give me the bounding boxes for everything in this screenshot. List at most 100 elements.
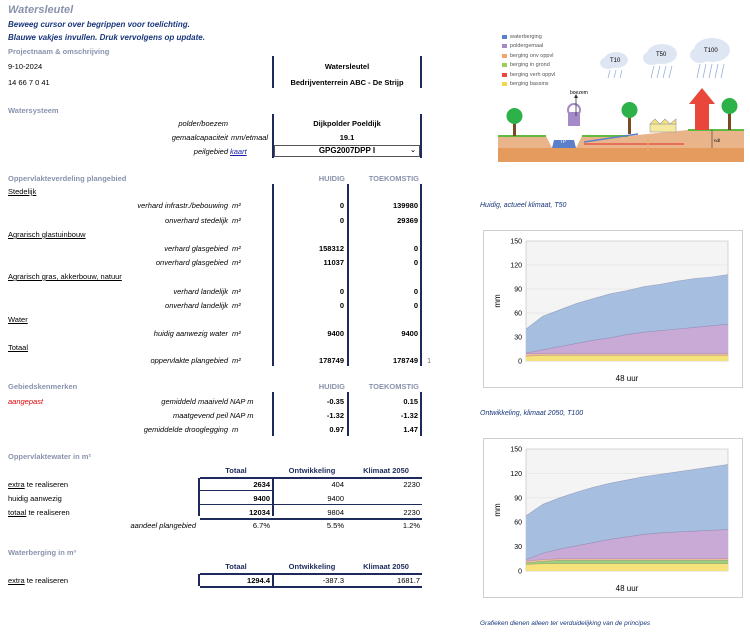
col-ontwikkeling: Ontwikkeling <box>288 466 336 475</box>
polder-input[interactable]: Dijkpolder Poeldijk <box>313 119 381 128</box>
aandeel-klimaat: 1.2% <box>402 521 420 530</box>
frame-left-totaal <box>198 574 200 586</box>
group-landelijk: Agrarisch gras, akkerbouw, natuur <box>8 272 122 281</box>
tree-icon <box>506 108 523 124</box>
section-project: Projectnaam & omschrijving <box>8 47 110 56</box>
toekomstig-input[interactable]: 0 <box>413 258 418 267</box>
project-date: 9-10-2024 <box>8 62 43 71</box>
col-totaal: Totaal <box>225 562 247 571</box>
kaart-link[interactable]: kaart <box>230 147 247 156</box>
huidig-input[interactable]: 158312 <box>318 244 344 253</box>
row-unit: m² <box>232 201 241 210</box>
tree-icon <box>621 102 638 118</box>
cloud-label: T10 <box>610 58 621 64</box>
hint-line-2: Blauwe vakjes invullen. Druk vervolgens … <box>8 33 205 42</box>
x-axis-label: 48 uur <box>616 584 639 593</box>
project-desc-input[interactable]: Bedrijventerrein ABC - De Strijp <box>290 78 404 87</box>
toekomstig-input[interactable]: -1.32 <box>400 411 418 420</box>
legend-item: berging verh oppvl <box>502 70 555 80</box>
gemaal-input[interactable]: 19.1 <box>339 133 355 142</box>
frame-left-totaal <box>198 478 200 516</box>
flow-arrow <box>583 133 639 143</box>
app-title: Watersleutel <box>8 4 74 16</box>
row-label: onverhard glasgebied <box>155 258 228 267</box>
frame-left <box>272 114 274 158</box>
section-oppervlaktewater: Oppervlaktewater in m² <box>8 452 91 461</box>
area-series <box>526 324 728 361</box>
legend-swatch <box>502 63 507 68</box>
chart-ontwikkeling-svg: 0 30 60 90 120 150 mm 48 uur <box>493 447 729 593</box>
chart-huidig: 0 30 60 90 120 150 mm 48 uur <box>483 230 743 388</box>
huidig-input[interactable]: 0 <box>339 287 344 296</box>
totaal-value: 2634 <box>253 480 270 489</box>
col-totaal: Totaal <box>225 466 247 475</box>
section-gebied: Gebiedskenmerken <box>8 382 78 391</box>
toekomstig-input[interactable]: 29369 <box>397 216 418 225</box>
row-label: verhard infrastr./bebouwing <box>137 201 228 210</box>
peil-label: peilgebied <box>193 147 228 156</box>
toekomstig-input[interactable]: 0 <box>413 301 418 310</box>
huidig-input[interactable]: 0 <box>339 216 344 225</box>
header-rule <box>200 477 422 479</box>
project-name-input[interactable]: Watersleutel <box>324 62 370 71</box>
toekomstig-input[interactable]: 0.15 <box>403 397 418 406</box>
legend-label: waterberging <box>510 33 542 40</box>
tree-trunk <box>728 112 731 130</box>
toekomstig-value: 1.47 <box>403 425 418 434</box>
legend-label: berging onv oppvl <box>510 52 554 59</box>
row-rule <box>200 490 272 491</box>
legend-swatch <box>502 34 507 39</box>
peilgebied-select[interactable]: GPG2007DPP I ⌄ <box>274 145 420 157</box>
series-line <box>525 355 728 357</box>
huidig-input[interactable]: -1.32 <box>326 411 344 420</box>
frame-left <box>272 392 274 436</box>
chevron-down-icon[interactable]: ⌄ <box>410 147 416 154</box>
greenhouse-icon <box>649 123 677 133</box>
toekomstig-input[interactable]: 0 <box>413 244 418 253</box>
illustration-svg: boezem TP ndl T10 T50 <box>498 38 744 162</box>
chart-ontwikkeling: 0 30 60 90 120 150 mm 48 uur <box>483 438 743 598</box>
row-label: verhard landelijk <box>173 287 228 296</box>
ontwikkeling-value: 9804 <box>327 508 344 517</box>
huidig-input[interactable]: -0.35 <box>326 397 344 406</box>
legend-item: berging bassins <box>502 80 555 90</box>
hint-line-1: Beweeg cursor over begrippen voor toelic… <box>8 20 190 29</box>
aandeel-ontwikkeling: 5.5% <box>326 521 344 530</box>
project-code: 14 66 7 0 41 <box>8 78 50 87</box>
row-totaal-label: totaal te realiseren <box>8 508 70 517</box>
frame-left <box>272 184 274 366</box>
toekomstig-input[interactable]: 0 <box>413 287 418 296</box>
series-line <box>525 529 729 560</box>
huidig-input[interactable]: 0 <box>339 301 344 310</box>
tree-trunk <box>628 116 631 134</box>
frame-left <box>272 56 274 88</box>
y-tick-label: 120 <box>510 263 522 270</box>
note-marker: 1 <box>427 356 432 365</box>
y-tick-label: 60 <box>514 520 522 527</box>
ontwikkeling-value: 9400 <box>327 494 344 503</box>
toekomstig-input[interactable]: 139980 <box>392 201 418 210</box>
series-line <box>525 560 728 564</box>
huidig-input[interactable]: 11037 <box>323 258 344 267</box>
total-rule <box>200 518 422 520</box>
total-rule <box>200 586 422 588</box>
row-extra-label: extra te realiseren <box>8 480 69 489</box>
pump-wheel <box>567 103 581 117</box>
section-oppervlakte: Oppervlakteverdeling plangebied <box>8 174 127 183</box>
huidig-input[interactable]: 9400 <box>327 329 344 338</box>
frame-right <box>420 184 422 366</box>
system-illustration: boezem TP ndl T10 T50 <box>498 30 744 162</box>
toekomstig-input[interactable]: 9400 <box>401 329 418 338</box>
legend-item: berging onv oppvl <box>502 51 555 61</box>
peilgebied-selected: GPG2007DPP I <box>318 146 376 155</box>
klimaat-value: 1681.7 <box>397 576 420 585</box>
legend-swatch <box>502 44 507 49</box>
row-unit: m² <box>232 356 241 365</box>
chart-huidig-svg: 0 30 60 90 120 150 mm 48 uur <box>493 239 729 383</box>
col-huidig: HUIDIG <box>318 174 345 183</box>
huidig-input[interactable]: 0 <box>339 201 344 210</box>
frame-right-totaal <box>272 478 274 516</box>
row-label: verhard glasgebied <box>164 244 228 253</box>
row-unit: m² <box>232 216 241 225</box>
section-watersysteem: Watersysteem <box>8 106 59 115</box>
